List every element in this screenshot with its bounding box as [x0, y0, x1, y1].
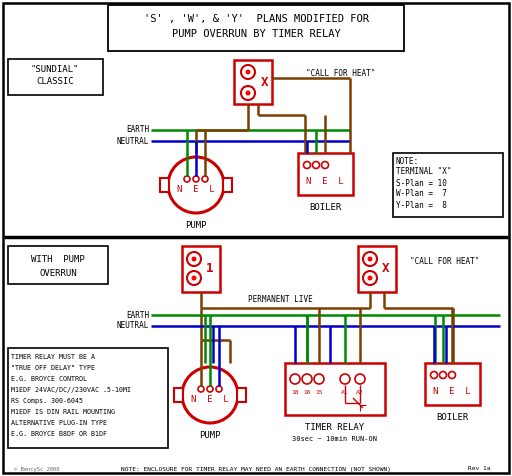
Circle shape: [431, 371, 437, 378]
Circle shape: [202, 176, 208, 182]
Circle shape: [168, 157, 224, 213]
Text: M1EDF 24VAC/DC//230VAC .5-10MI: M1EDF 24VAC/DC//230VAC .5-10MI: [11, 387, 131, 393]
Text: "SUNDIAL": "SUNDIAL": [31, 66, 79, 75]
Text: NOTE: ENCLOSURE FOR TIMER RELAY MAY NEED AN EARTH CONNECTION (NOT SHOWN): NOTE: ENCLOSURE FOR TIMER RELAY MAY NEED…: [121, 466, 391, 472]
Text: 15: 15: [315, 390, 323, 396]
Circle shape: [187, 252, 201, 266]
Circle shape: [322, 161, 329, 169]
Text: N  E  L: N E L: [433, 387, 471, 396]
Circle shape: [193, 176, 199, 182]
FancyBboxPatch shape: [108, 5, 404, 51]
Text: A2: A2: [356, 390, 364, 396]
Circle shape: [184, 176, 190, 182]
Circle shape: [363, 252, 377, 266]
Text: S-Plan = 10: S-Plan = 10: [396, 178, 447, 188]
Text: N  E  L: N E L: [177, 186, 215, 195]
Text: N  E  L: N E L: [191, 396, 229, 405]
FancyBboxPatch shape: [8, 246, 108, 284]
Text: TIMER RELAY: TIMER RELAY: [306, 424, 365, 433]
FancyBboxPatch shape: [285, 363, 385, 415]
Circle shape: [439, 371, 446, 378]
Text: 18: 18: [291, 390, 298, 396]
Text: OVERRUN: OVERRUN: [39, 268, 77, 278]
Circle shape: [355, 374, 365, 384]
Circle shape: [245, 69, 250, 75]
FancyBboxPatch shape: [223, 178, 232, 192]
FancyBboxPatch shape: [8, 59, 103, 95]
Text: 16: 16: [303, 390, 311, 396]
Text: "CALL FOR HEAT": "CALL FOR HEAT": [410, 257, 479, 266]
FancyBboxPatch shape: [237, 388, 246, 402]
FancyBboxPatch shape: [425, 363, 480, 405]
Text: W-Plan =  7: W-Plan = 7: [396, 189, 447, 198]
Text: PERMANENT LIVE: PERMANENT LIVE: [248, 295, 312, 304]
Text: 1: 1: [206, 262, 214, 276]
FancyBboxPatch shape: [3, 3, 509, 473]
Circle shape: [191, 257, 197, 261]
Text: "TRUE OFF DELAY" TYPE: "TRUE OFF DELAY" TYPE: [11, 365, 95, 371]
Circle shape: [241, 65, 255, 79]
Circle shape: [290, 374, 300, 384]
Text: TIMER RELAY MUST BE A: TIMER RELAY MUST BE A: [11, 354, 95, 360]
Circle shape: [198, 386, 204, 392]
Text: © BencySc 2000: © BencySc 2000: [14, 466, 59, 472]
Text: NEUTRAL: NEUTRAL: [117, 321, 149, 330]
Text: EARTH: EARTH: [126, 310, 149, 319]
Text: X: X: [382, 262, 390, 276]
Text: N  E  L: N E L: [306, 177, 344, 186]
Circle shape: [191, 276, 197, 280]
Text: E.G. BROYCE B8DF OR B1DF: E.G. BROYCE B8DF OR B1DF: [11, 431, 107, 437]
Text: PUMP: PUMP: [199, 430, 221, 439]
Text: X: X: [261, 77, 269, 89]
Text: CLASSIC: CLASSIC: [36, 78, 74, 87]
Text: EARTH: EARTH: [126, 126, 149, 135]
Text: A1: A1: [342, 390, 349, 396]
Circle shape: [182, 367, 238, 423]
Circle shape: [449, 371, 456, 378]
Text: NOTE:: NOTE:: [396, 157, 419, 166]
Text: Rev 1a: Rev 1a: [467, 466, 490, 472]
FancyBboxPatch shape: [182, 246, 220, 292]
FancyBboxPatch shape: [160, 178, 169, 192]
Circle shape: [207, 386, 213, 392]
Text: E.G. BROYCE CONTROL: E.G. BROYCE CONTROL: [11, 376, 87, 382]
Text: RS Comps. 300-6045: RS Comps. 300-6045: [11, 398, 83, 404]
Circle shape: [216, 386, 222, 392]
Text: WITH  PUMP: WITH PUMP: [31, 255, 85, 264]
Text: 30sec ~ 10min RUN-ON: 30sec ~ 10min RUN-ON: [292, 436, 377, 442]
Circle shape: [314, 374, 324, 384]
Circle shape: [304, 161, 310, 169]
Circle shape: [363, 271, 377, 285]
Circle shape: [245, 90, 250, 96]
Text: ALTERNATIVE PLUG-IN TYPE: ALTERNATIVE PLUG-IN TYPE: [11, 420, 107, 426]
Circle shape: [187, 271, 201, 285]
FancyBboxPatch shape: [358, 246, 396, 292]
Text: Y-Plan =  8: Y-Plan = 8: [396, 200, 447, 209]
Text: M1EDF IS DIN RAIL MOUNTING: M1EDF IS DIN RAIL MOUNTING: [11, 409, 115, 415]
FancyBboxPatch shape: [234, 60, 272, 104]
Text: PUMP: PUMP: [185, 220, 207, 229]
Circle shape: [302, 374, 312, 384]
Text: BOILER: BOILER: [309, 204, 341, 212]
FancyBboxPatch shape: [298, 153, 353, 195]
Circle shape: [340, 374, 350, 384]
FancyBboxPatch shape: [8, 348, 168, 448]
Text: NEUTRAL: NEUTRAL: [117, 137, 149, 146]
Text: 'S' , 'W', & 'Y'  PLANS MODIFIED FOR: 'S' , 'W', & 'Y' PLANS MODIFIED FOR: [143, 14, 369, 24]
Text: "CALL FOR HEAT": "CALL FOR HEAT": [306, 69, 375, 78]
Text: BOILER: BOILER: [436, 414, 468, 423]
Circle shape: [368, 276, 373, 280]
Circle shape: [312, 161, 319, 169]
Circle shape: [241, 86, 255, 100]
Text: TERMINAL "X": TERMINAL "X": [396, 168, 452, 177]
Circle shape: [368, 257, 373, 261]
FancyBboxPatch shape: [393, 153, 503, 217]
FancyBboxPatch shape: [174, 388, 183, 402]
Text: PUMP OVERRUN BY TIMER RELAY: PUMP OVERRUN BY TIMER RELAY: [172, 29, 340, 39]
